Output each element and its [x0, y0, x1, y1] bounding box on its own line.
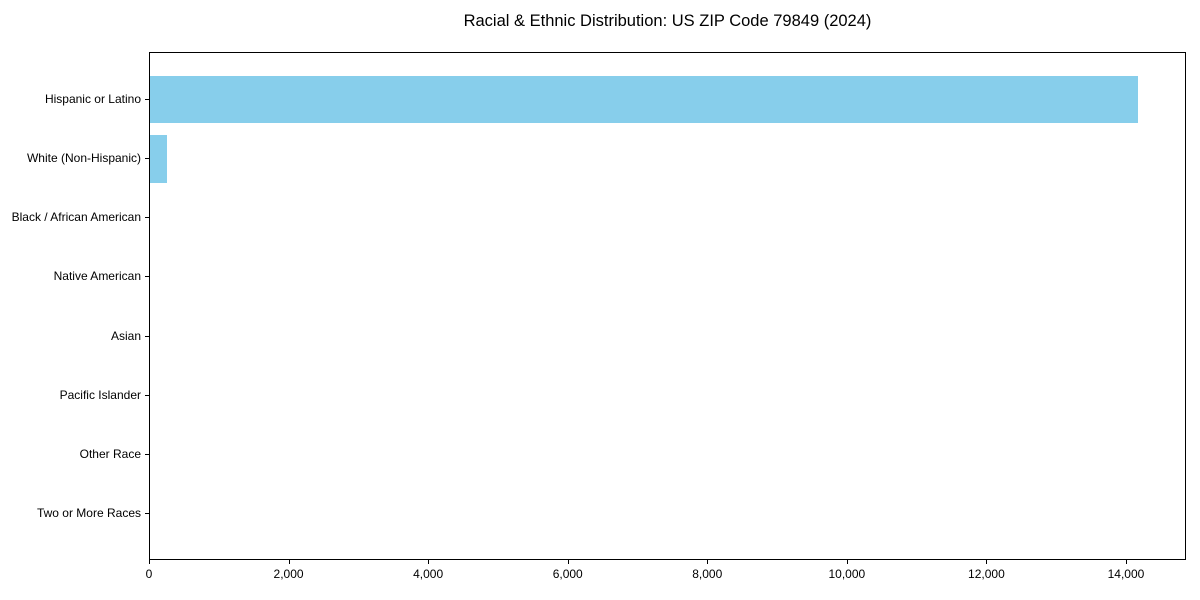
- y-tick-mark: [145, 454, 149, 456]
- y-tick-label: Hispanic or Latino: [44, 91, 141, 106]
- bar: [150, 135, 168, 183]
- x-tick-mark: [707, 560, 709, 564]
- x-tick-mark: [149, 560, 150, 564]
- y-tick-mark: [145, 394, 149, 396]
- y-tick-label: Two or More Races: [36, 506, 141, 521]
- x-tick-mark: [986, 560, 988, 564]
- x-tick-mark: [1125, 560, 1127, 564]
- y-tick-mark: [145, 217, 149, 219]
- chart-title: Racial & Ethnic Distribution: US ZIP Cod…: [463, 12, 872, 30]
- y-tick-label: Native American: [53, 269, 141, 284]
- x-tick-label: 2,000: [273, 567, 304, 581]
- x-tick-mark: [846, 560, 848, 564]
- x-tick-mark: [428, 560, 430, 564]
- y-tick-mark: [145, 157, 149, 159]
- x-tick-label: 0: [145, 567, 153, 581]
- x-tick-mark: [288, 560, 290, 564]
- y-tick-label: Asian: [110, 328, 141, 343]
- y-tick-mark: [145, 513, 149, 515]
- x-tick-label: 12,000: [968, 567, 1005, 581]
- y-tick-mark: [145, 98, 149, 100]
- x-tick-label: 8,000: [692, 567, 723, 581]
- x-tick-label: 6,000: [552, 567, 583, 581]
- y-tick-mark: [145, 335, 149, 337]
- y-tick-mark: [145, 276, 149, 278]
- y-tick-label: Black / African American: [11, 210, 141, 225]
- x-tick-label: 14,000: [1107, 567, 1145, 581]
- x-tick-mark: [567, 560, 569, 564]
- plot-area: [149, 52, 1186, 560]
- x-tick-label: 10,000: [828, 567, 866, 581]
- y-tick-label: Pacific Islander: [59, 387, 141, 402]
- bar: [150, 76, 1138, 124]
- y-tick-label: Other Race: [79, 447, 141, 462]
- x-tick-label: 4,000: [413, 567, 444, 581]
- y-tick-label: White (Non-Hispanic): [26, 150, 141, 165]
